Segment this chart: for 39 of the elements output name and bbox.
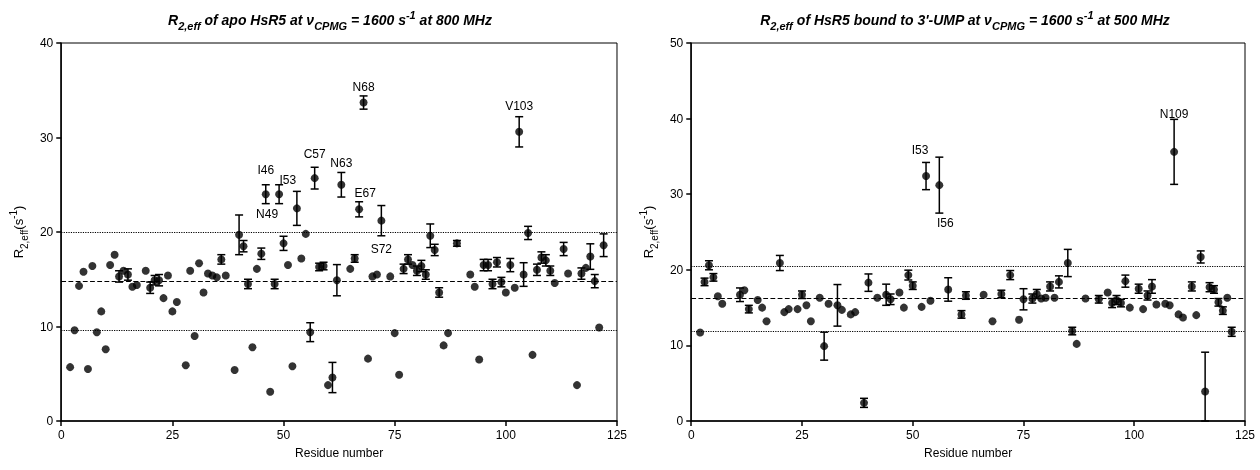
annotation: N68 bbox=[352, 79, 375, 94]
annotation: I53 bbox=[279, 173, 297, 188]
x-tick-label: 100 bbox=[495, 428, 517, 442]
x-tick-label: 0 bbox=[57, 428, 65, 442]
annotation: N109 bbox=[1159, 106, 1189, 121]
annotation: I46 bbox=[257, 163, 275, 178]
x-tick-label: 125 bbox=[1234, 428, 1256, 442]
x-tick-label: 25 bbox=[165, 428, 180, 442]
annotation: N63 bbox=[330, 155, 353, 170]
y-tick-label: 50 bbox=[669, 36, 684, 50]
x-tick-label: 50 bbox=[276, 428, 291, 442]
annotation: V103 bbox=[505, 98, 534, 113]
x-tick-label: 125 bbox=[606, 428, 628, 442]
annotation: I56 bbox=[936, 216, 954, 231]
y-tick-label: 30 bbox=[669, 187, 684, 202]
annotation: I53 bbox=[911, 143, 929, 158]
y-tick-label: 10 bbox=[669, 338, 684, 353]
y-tick-label: 40 bbox=[669, 111, 684, 126]
y-tick-label: 20 bbox=[669, 262, 684, 277]
y-tick-label: 0 bbox=[676, 414, 684, 428]
y-axis-title: R2,eff(s-1) bbox=[7, 205, 30, 259]
x-axis-title: Residue number bbox=[924, 446, 1013, 460]
y-tick-label: 30 bbox=[39, 130, 54, 145]
y-tick-label: 0 bbox=[46, 414, 54, 428]
x-tick-label: 50 bbox=[906, 428, 920, 442]
y-tick-label: 20 bbox=[39, 225, 54, 239]
annotation: C57 bbox=[303, 147, 326, 162]
y-tick-label: 40 bbox=[39, 36, 54, 50]
x-tick-label: 75 bbox=[1016, 428, 1031, 442]
x-tick-label: 0 bbox=[687, 428, 695, 442]
x-tick-label: 100 bbox=[1124, 428, 1145, 442]
x-tick-label: 25 bbox=[795, 428, 809, 442]
y-tick-label: 10 bbox=[39, 319, 54, 334]
x-axis-title: Residue number bbox=[295, 446, 384, 460]
annotation: S72 bbox=[370, 241, 393, 256]
y-axis-title: R2,eff(s-1) bbox=[637, 205, 660, 259]
x-tick-label: 75 bbox=[388, 428, 402, 442]
annotation: E67 bbox=[354, 186, 377, 201]
annotation: N49 bbox=[256, 207, 279, 222]
